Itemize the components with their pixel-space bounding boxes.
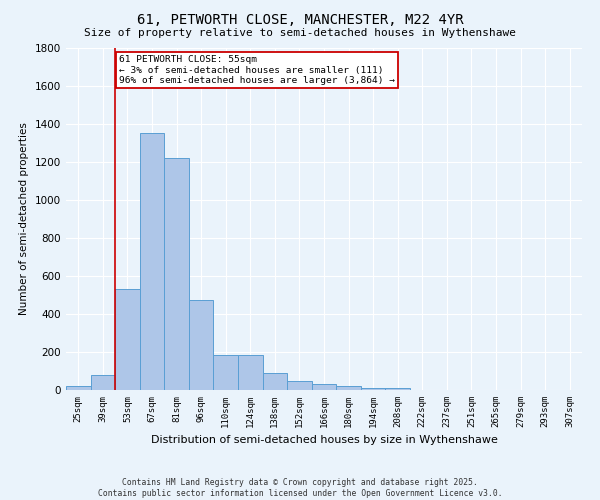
- Bar: [189, 300, 214, 390]
- Bar: [164, 158, 189, 390]
- Bar: [91, 375, 115, 390]
- Text: 61, PETWORTH CLOSE, MANCHESTER, M22 4YR: 61, PETWORTH CLOSE, MANCHESTER, M22 4YR: [137, 12, 463, 26]
- Bar: [312, 384, 336, 390]
- Bar: [115, 289, 140, 390]
- Bar: [336, 386, 361, 390]
- Bar: [385, 388, 410, 390]
- Bar: [140, 133, 164, 390]
- Text: 61 PETWORTH CLOSE: 55sqm
← 3% of semi-detached houses are smaller (111)
96% of s: 61 PETWORTH CLOSE: 55sqm ← 3% of semi-de…: [119, 55, 395, 85]
- Bar: [263, 373, 287, 390]
- Bar: [214, 355, 238, 390]
- Bar: [66, 386, 91, 390]
- Bar: [287, 382, 312, 390]
- Bar: [361, 388, 385, 390]
- Y-axis label: Number of semi-detached properties: Number of semi-detached properties: [19, 122, 29, 315]
- Text: Contains HM Land Registry data © Crown copyright and database right 2025.
Contai: Contains HM Land Registry data © Crown c…: [98, 478, 502, 498]
- Bar: [238, 355, 263, 390]
- Text: Size of property relative to semi-detached houses in Wythenshawe: Size of property relative to semi-detach…: [84, 28, 516, 38]
- X-axis label: Distribution of semi-detached houses by size in Wythenshawe: Distribution of semi-detached houses by …: [151, 436, 497, 446]
